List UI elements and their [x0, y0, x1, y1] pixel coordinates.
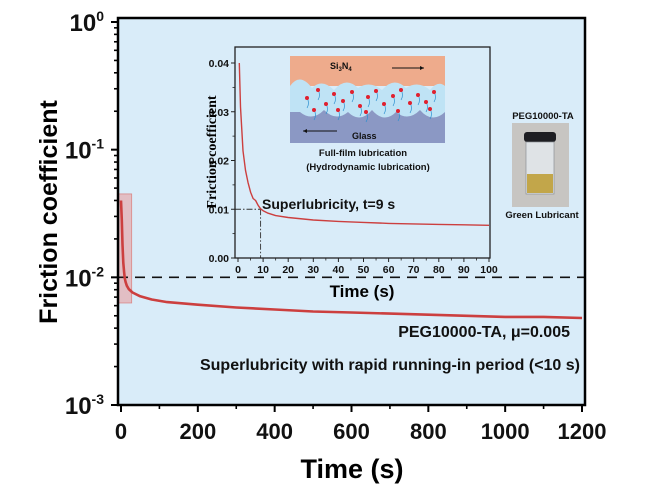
molecule-head	[336, 108, 340, 112]
x-axis-title: Time (s)	[300, 454, 403, 484]
inset-x-tick-label: 90	[458, 264, 470, 276]
molecule-head	[358, 104, 362, 108]
inset-frame	[234, 46, 491, 259]
hydrodynamic-lubrication-caption: (Hydrodynamic lubrication)	[306, 162, 430, 173]
inset-chart: 0 10 20 30 40 50 60 70 80 90 100 0.00 0.01 0.02 0.03 0.…	[205, 46, 498, 301]
molecule-head	[312, 108, 316, 112]
bottom-arrow-head	[303, 129, 307, 133]
top-arrow-head	[420, 66, 424, 70]
si3n4-label: Si3N4	[330, 61, 352, 73]
inset-x-tick-label: 30	[307, 264, 319, 276]
inset-y-axis-title: Friction coefficient	[205, 95, 220, 208]
highlight-rect	[117, 193, 133, 304]
vial-liquid	[527, 174, 553, 193]
x-tick-label: 600	[333, 419, 370, 444]
x-tick-label: 1000	[481, 419, 530, 444]
molecule-head	[391, 94, 395, 98]
inset-annotation-superlubricity: Superlubricity, t=9 s	[262, 196, 395, 212]
molecule-head	[324, 102, 328, 106]
vial-cap	[524, 132, 556, 142]
x-tick-label: 800	[410, 419, 447, 444]
running-in-highlight	[117, 193, 133, 304]
molecule-head	[366, 95, 370, 99]
molecule-head	[399, 88, 403, 92]
inset-axes: 0 10 20 30 40 50 60 70 80 90 100 0.00 0.01 0.02 0.03 0.…	[209, 46, 498, 276]
inset-y-tick-label: 0.03	[209, 107, 230, 119]
lubricant-photo: PEG10000-TA Green Lubricant	[505, 111, 579, 221]
x-tick-label: 1200	[558, 419, 607, 444]
inset-series-line	[238, 62, 490, 226]
molecule-head	[316, 88, 320, 92]
inset-y-tick-label: 0.01	[209, 204, 230, 216]
annotation-mu-value: PEG10000-TA, μ=0.005	[398, 324, 570, 341]
inset-x-tick-label: 100	[480, 264, 498, 276]
photo-caption: Green Lubricant	[505, 210, 579, 221]
molecule-head	[382, 102, 386, 106]
x-tick-label: 400	[256, 419, 293, 444]
y-tick-label: 10-2	[65, 263, 104, 292]
inset-x-tick-label: 40	[333, 264, 345, 276]
x-tick-label: 200	[179, 419, 216, 444]
molecule-head	[341, 99, 345, 103]
y-tick-label: 10-3	[65, 391, 104, 420]
si3n4-layer	[290, 56, 445, 86]
inset-y-tick-label: 0.00	[209, 253, 230, 265]
x-tick-label: 0	[115, 419, 127, 444]
molecule-head	[374, 89, 378, 93]
molecule-head	[364, 110, 368, 114]
inset-y-tick-label: 0.02	[209, 156, 230, 168]
inset-x-tick-label: 20	[282, 264, 294, 276]
molecule-head	[424, 100, 428, 104]
photo-title: PEG10000-TA	[512, 111, 574, 122]
y-tick-label: 100	[70, 8, 105, 37]
main-series-group	[119, 200, 583, 320]
inset-x-axis-title: Time (s)	[330, 282, 395, 301]
inset-x-tick-label: 70	[408, 264, 420, 276]
lubrication-schematic: Si3N4 Glass Full-film lubrication (Hydro…	[290, 56, 445, 173]
molecule-head	[428, 107, 432, 111]
molecule-head	[305, 96, 309, 100]
inset-series-group	[238, 62, 490, 226]
molecule-head	[416, 93, 420, 97]
inset-x-tick-label: 0	[235, 264, 241, 276]
glass-layer	[290, 110, 445, 143]
inset-x-tick-label: 50	[358, 264, 370, 276]
series-line-peg10000-ta	[119, 200, 583, 320]
inset-guide-lines	[235, 208, 262, 258]
annotation-superlubricity: Superlubricity with rapid running-in per…	[200, 357, 580, 374]
glass-label: Glass	[352, 131, 377, 141]
inset-x-tick-label: 60	[383, 264, 395, 276]
molecule-head	[332, 92, 336, 96]
full-film-lubrication-caption: Full-film lubrication	[319, 148, 407, 159]
inset-x-tick-label: 10	[257, 264, 269, 276]
molecule-head	[396, 109, 400, 113]
y-tick-label: 10-1	[65, 136, 104, 165]
inset-y-tick-label: 0.04	[209, 58, 230, 70]
molecule-head	[408, 101, 412, 105]
inset-x-tick-label: 80	[433, 264, 445, 276]
molecule-head	[350, 90, 354, 94]
molecule-head	[432, 90, 436, 94]
y-axis-title: Friction coefficient	[35, 100, 63, 324]
peg-molecules	[305, 88, 436, 123]
